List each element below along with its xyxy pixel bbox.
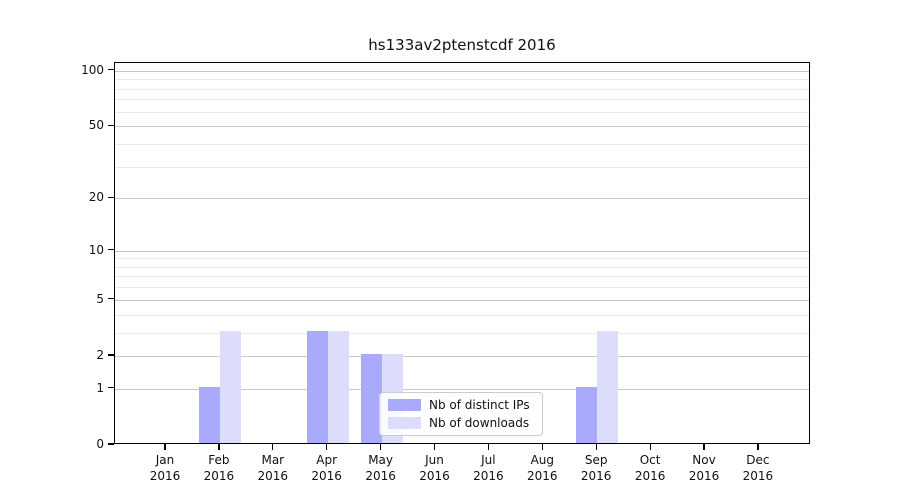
- legend-label: Nb of downloads: [429, 416, 530, 430]
- gridline-minor: [115, 88, 809, 90]
- legend-swatch-downloads: [388, 417, 421, 429]
- x-tick-label: Dec 2016: [742, 453, 774, 483]
- x-tick-mark: [487, 444, 490, 450]
- x-tick-label: Jan 2016: [149, 453, 181, 483]
- x-tick-mark: [595, 444, 597, 450]
- bar: [597, 330, 619, 443]
- gridline-minor: [115, 166, 809, 168]
- x-tick-mark: [649, 444, 651, 450]
- legend-item-distinct-ips: Nb of distinct IPs: [388, 398, 534, 412]
- x-tick-label: Mar 2016: [257, 453, 289, 483]
- legend-swatch-distinct-ips: [388, 399, 421, 411]
- x-tick-mark: [433, 444, 436, 450]
- y-tick-mark: [108, 298, 114, 300]
- y-tick-label: 5: [96, 291, 104, 306]
- gridline-minor: [115, 266, 809, 268]
- gridline-major: [115, 126, 809, 128]
- x-tick-mark: [272, 444, 274, 450]
- y-tick-label: 10: [88, 242, 104, 257]
- x-tick-label: Nov 2016: [688, 453, 720, 483]
- x-tick-mark: [380, 444, 382, 450]
- y-tick-label: 20: [88, 190, 104, 205]
- x-tick-label: Sep 2016: [580, 453, 612, 483]
- legend-label: Nb of distinct IPs: [429, 398, 530, 412]
- x-tick-mark: [326, 444, 328, 450]
- y-tick-label: 2: [96, 347, 104, 362]
- gridline-minor: [115, 79, 809, 81]
- chart-title: hs133av2ptenstcdf 2016: [368, 36, 556, 54]
- y-tick-mark: [108, 387, 114, 389]
- gridline-major: [115, 355, 809, 357]
- bar: [219, 330, 241, 443]
- x-tick-mark: [541, 444, 543, 450]
- x-tick-label: Aug 2016: [527, 453, 558, 483]
- x-tick-label: Feb 2016: [203, 453, 235, 483]
- x-tick-label: Jun 2016: [419, 453, 450, 483]
- legend: Nb of distinct IPs Nb of downloads: [379, 392, 543, 436]
- y-tick-mark: [108, 354, 114, 356]
- bar: [360, 353, 382, 443]
- y-tick-mark: [108, 124, 114, 126]
- x-tick-mark: [218, 444, 220, 450]
- gridline-minor: [115, 143, 809, 145]
- y-tick-label: 50: [88, 118, 104, 133]
- x-tick-label: Jul 2016: [473, 453, 504, 483]
- gridline-major: [115, 198, 809, 200]
- gridline-minor: [115, 332, 809, 334]
- gridline-major: [115, 250, 809, 252]
- y-tick-label: 100: [81, 62, 104, 77]
- bar: [198, 386, 220, 443]
- gridline-minor: [115, 287, 809, 289]
- y-tick-mark: [108, 248, 114, 251]
- gridline-minor: [115, 276, 809, 278]
- y-tick-mark: [108, 196, 114, 198]
- gridline-major: [115, 299, 809, 301]
- gridline-minor: [115, 99, 809, 101]
- gridline-minor: [115, 111, 809, 113]
- x-tick-label: Apr 2016: [311, 453, 342, 483]
- y-tick-mark: [108, 443, 114, 445]
- legend-item-downloads: Nb of downloads: [388, 416, 534, 430]
- gridline-major: [115, 70, 809, 72]
- bar: [327, 330, 349, 443]
- gridline-minor: [115, 258, 809, 260]
- bar: [306, 330, 328, 443]
- x-tick-mark: [703, 444, 705, 450]
- plot-area: [114, 62, 810, 444]
- y-tick-mark: [108, 69, 114, 71]
- gridline-major: [115, 388, 809, 390]
- x-tick-label: May 2016: [365, 453, 396, 483]
- x-tick-mark: [757, 444, 759, 450]
- y-tick-label: 1: [96, 380, 104, 395]
- gridline-minor: [115, 314, 809, 316]
- y-tick-label: 0: [96, 437, 104, 451]
- x-tick-mark: [164, 444, 166, 450]
- x-tick-label: Oct 2016: [634, 453, 666, 483]
- bar: [576, 386, 598, 443]
